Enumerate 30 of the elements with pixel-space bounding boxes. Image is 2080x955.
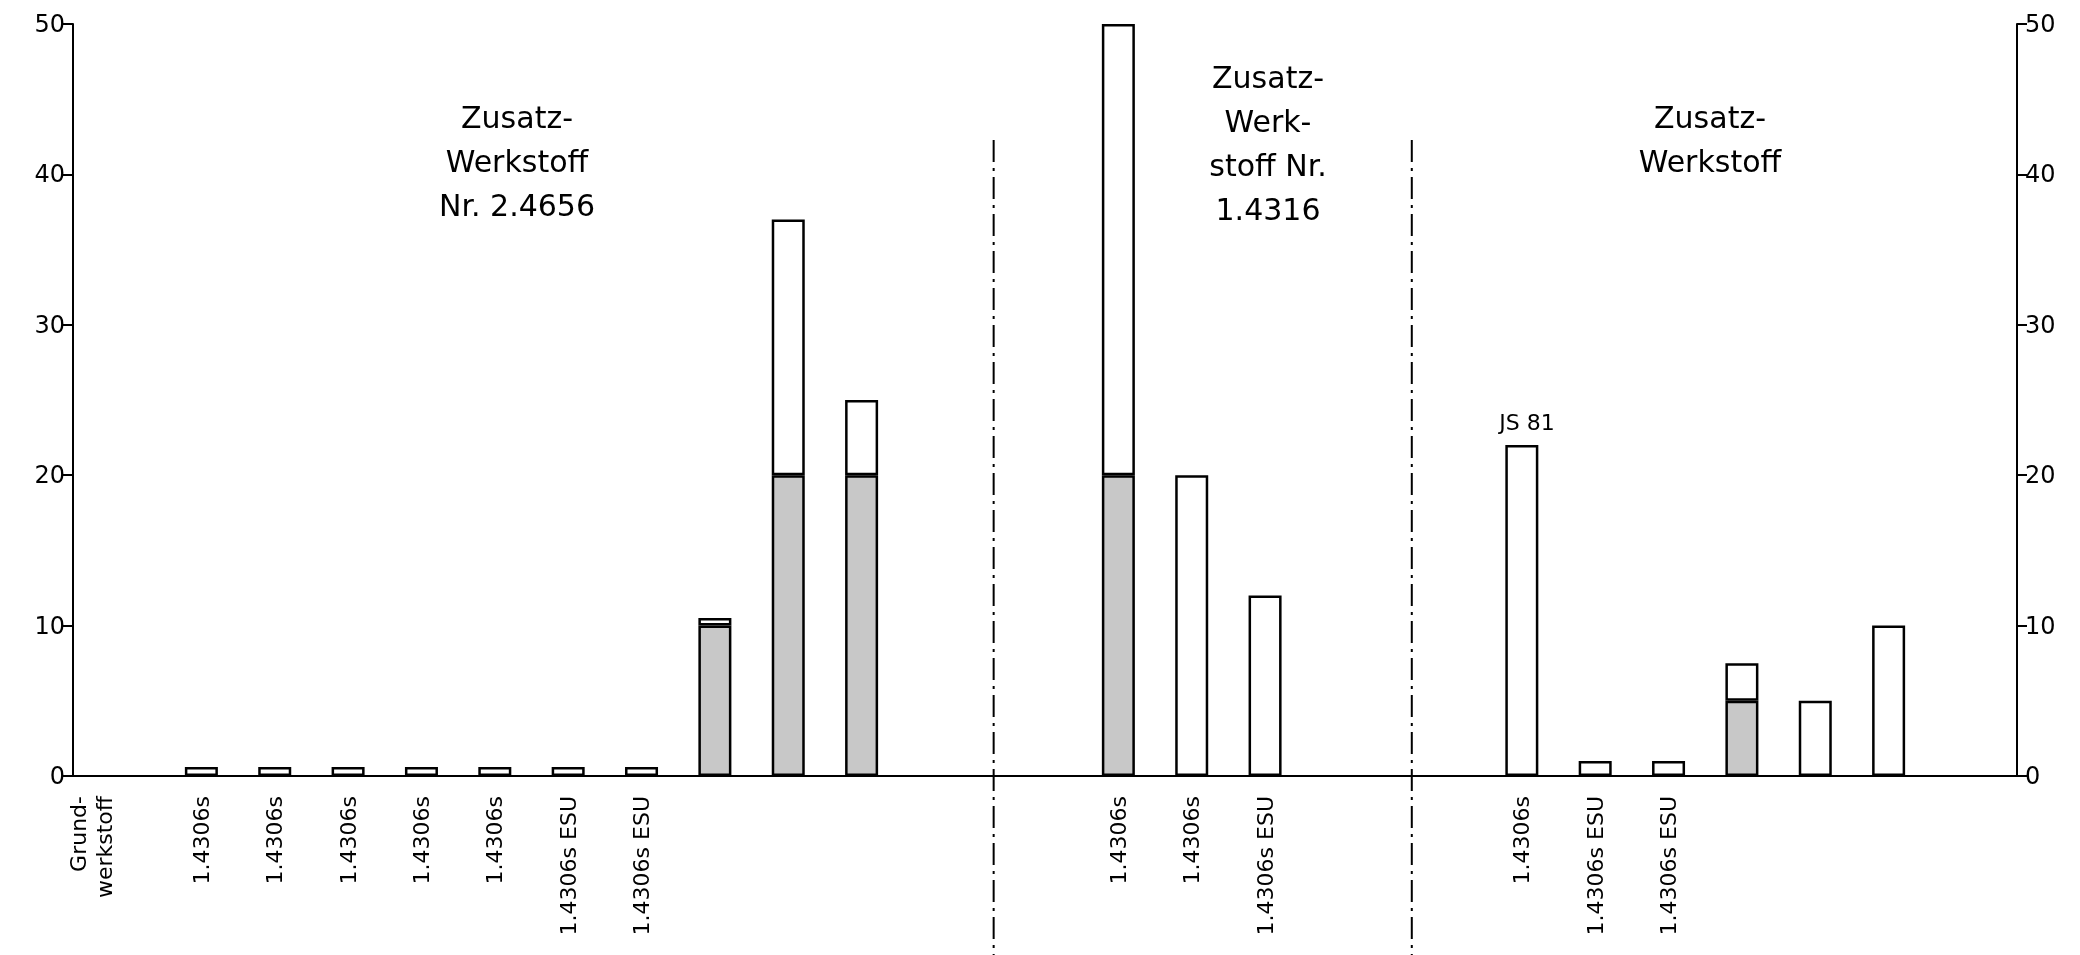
y2-tick-label: 0 (2025, 762, 2041, 790)
x-tick-label: 1.4306s (262, 796, 288, 885)
y2-tick-label: 40 (2025, 160, 2056, 189)
annotation: Zusatz- Werk- stoff Nr. 1.4316 (1209, 59, 1327, 227)
y2-tick-label: 30 (2025, 310, 2056, 339)
x-tick-label: 1.4306s (1179, 796, 1205, 885)
annotation: Zusatz- Werkstoff Nr. 2.4656 (438, 99, 596, 223)
y2-tick-label: 50 (2025, 10, 2056, 38)
x-tick-label: 1.4306s (408, 796, 434, 885)
x-tick-label: 1.4306s (1105, 796, 1131, 885)
x-tick-label: 1.4306s ESU (1656, 796, 1682, 936)
x-tick-label: 1.4306s ESU (555, 796, 581, 936)
x-tick-label: 1.4306s ESU (1252, 796, 1278, 936)
y-tick-label: 20 (34, 461, 65, 490)
x-tick-label: 1.4306s (482, 796, 508, 885)
x-tick-label: 1.4306s (335, 796, 361, 885)
x-tick-label: 1.4306s ESU (1582, 796, 1608, 936)
x-tick-label: 1.4306s (188, 796, 214, 885)
x-tick-label: 1.4306s (1509, 796, 1535, 885)
x-tick-label: 1.4306s ESU (629, 796, 655, 936)
x-tick-label: Grund- werkstoff (65, 795, 117, 899)
y-tick-label: 0 (49, 762, 65, 790)
y2-tick-label: 10 (2025, 611, 2056, 640)
y-tick-label: 40 (34, 160, 65, 189)
y-tick-label: 10 (34, 611, 65, 640)
annotation: Zusatz- Werkstoff (1638, 99, 1783, 179)
y-tick-label: 50 (34, 10, 65, 38)
y-tick-label: 30 (34, 310, 65, 339)
y2-tick-label: 20 (2025, 461, 2056, 490)
annotation: JS 81 (1497, 409, 1555, 435)
